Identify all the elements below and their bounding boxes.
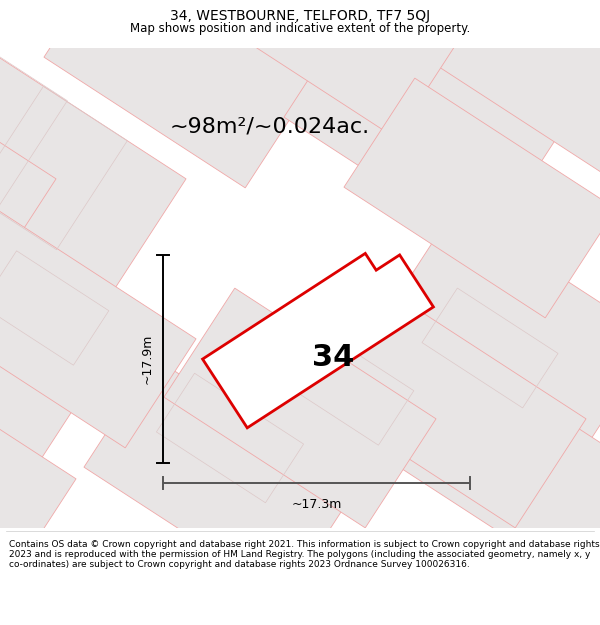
Polygon shape — [344, 78, 600, 318]
Polygon shape — [424, 0, 600, 188]
Polygon shape — [0, 348, 76, 588]
Polygon shape — [0, 48, 56, 288]
Polygon shape — [0, 48, 186, 288]
Polygon shape — [194, 0, 466, 138]
Text: Map shows position and indicative extent of the property.: Map shows position and indicative extent… — [130, 21, 470, 34]
Polygon shape — [44, 0, 316, 188]
Text: Contains OS data © Crown copyright and database right 2021. This information is : Contains OS data © Crown copyright and d… — [9, 539, 599, 569]
Polygon shape — [0, 228, 106, 468]
Text: ~98m²/~0.024ac.: ~98m²/~0.024ac. — [170, 116, 370, 136]
Polygon shape — [384, 208, 600, 448]
Text: ~17.3m: ~17.3m — [292, 499, 341, 511]
Polygon shape — [284, 8, 556, 248]
Polygon shape — [0, 208, 196, 448]
Text: 34: 34 — [312, 344, 354, 372]
Text: 34, WESTBOURNE, TELFORD, TF7 5QJ: 34, WESTBOURNE, TELFORD, TF7 5QJ — [170, 9, 430, 22]
Polygon shape — [203, 253, 433, 428]
Polygon shape — [314, 288, 586, 528]
Polygon shape — [384, 348, 600, 588]
Polygon shape — [164, 288, 436, 528]
Polygon shape — [84, 358, 356, 598]
Text: ~17.9m: ~17.9m — [140, 334, 154, 384]
